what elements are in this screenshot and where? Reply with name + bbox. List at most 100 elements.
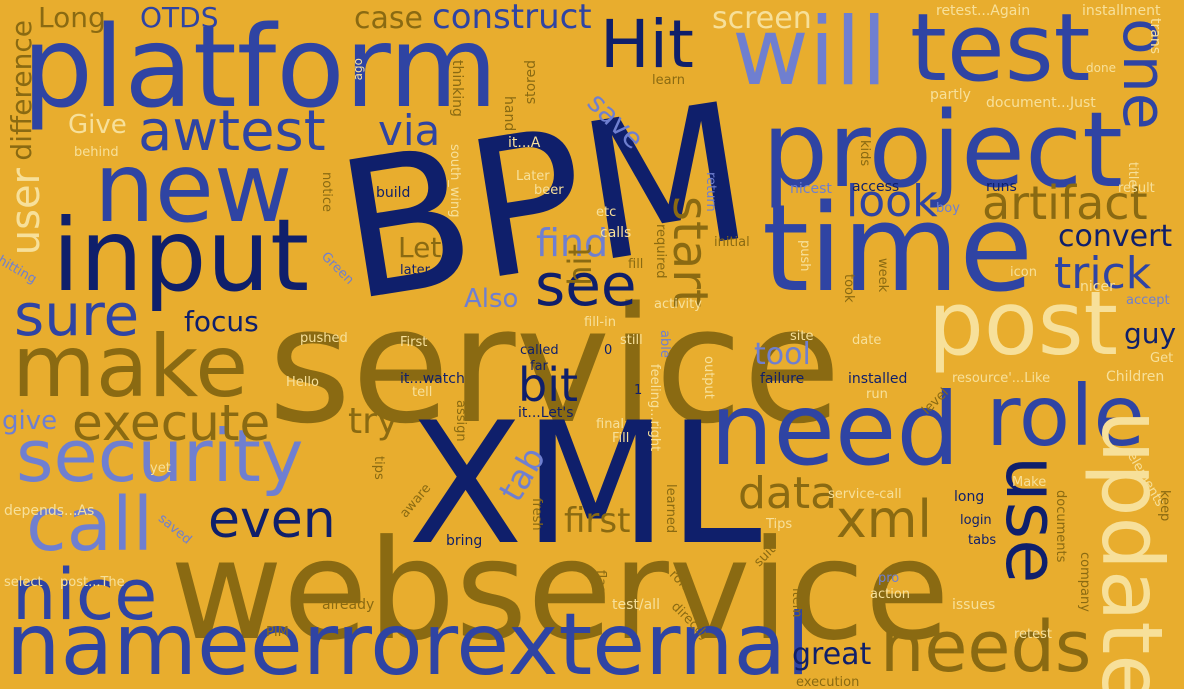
word: execute (72, 394, 271, 452)
word: Hello (286, 375, 319, 390)
word: later (400, 263, 431, 278)
word: post (928, 272, 1119, 375)
word: pro (878, 571, 900, 586)
word: select (4, 575, 43, 590)
word: nicer (1080, 279, 1115, 295)
word: called (520, 343, 559, 358)
word: nice (12, 554, 158, 636)
word: learned (663, 484, 678, 534)
word: depends...As (4, 503, 95, 519)
word: it...watch (400, 371, 465, 387)
word: Let (398, 231, 442, 264)
word: fill (628, 257, 644, 272)
word: took (841, 274, 856, 303)
word: test/all (612, 597, 660, 613)
word: notice (319, 172, 334, 213)
word: Get (1150, 351, 1174, 366)
word: south_wing (447, 144, 462, 218)
word: update (1083, 410, 1181, 689)
word: time (762, 180, 1034, 319)
word: first (564, 501, 631, 541)
word: retest...Again (936, 3, 1031, 19)
word: action (870, 587, 911, 602)
word: service (268, 272, 842, 459)
word: assign (453, 400, 468, 442)
word: Fill (612, 431, 630, 446)
word: Children (1106, 369, 1165, 385)
word: hand (501, 96, 517, 132)
word: documents (1053, 490, 1068, 563)
word: 1 (634, 383, 643, 398)
word: call (26, 482, 154, 568)
word: see (535, 251, 637, 319)
word: via (378, 106, 441, 155)
word: calls (600, 225, 632, 241)
word: project (762, 89, 1123, 211)
word: tool (754, 337, 811, 372)
word: PIM (266, 625, 289, 640)
word: Hit (600, 6, 694, 83)
word: Make (1012, 475, 1047, 490)
word: new (94, 132, 293, 244)
word: give (2, 406, 58, 436)
word: hit (561, 244, 599, 286)
word: issues (952, 597, 996, 613)
word: company (1077, 552, 1092, 612)
word: webservice (170, 510, 950, 671)
word: service-call (828, 487, 902, 502)
word: access (852, 179, 900, 195)
word: guy (1124, 317, 1177, 350)
word: partly (930, 87, 971, 103)
word: thinking (449, 60, 465, 117)
word: output (701, 356, 716, 399)
word: icon (1010, 265, 1037, 280)
word: platform (22, 3, 498, 133)
word: will (732, 0, 888, 107)
word: pushed (300, 331, 348, 346)
word: flags (593, 570, 608, 602)
word: resource'...Like (952, 371, 1051, 386)
word: try (348, 401, 399, 442)
word: bring (446, 533, 483, 549)
word: security (16, 414, 304, 498)
word: convert (1058, 219, 1173, 254)
word: even (208, 490, 336, 550)
word: Give (68, 110, 127, 140)
word: installed (848, 371, 908, 387)
word: boy (936, 201, 960, 216)
word: it...A (508, 135, 541, 151)
word: construct (432, 0, 592, 37)
word: Tips (766, 517, 793, 532)
word: great (792, 637, 872, 672)
word: xml (836, 490, 932, 550)
word: feeling...right (647, 364, 662, 452)
word: input (52, 197, 310, 314)
word: look (846, 176, 938, 227)
word: item (789, 588, 804, 618)
word: still (620, 333, 643, 348)
word: retest (1014, 627, 1053, 642)
word: OTDS (140, 1, 219, 34)
word: difference (5, 20, 38, 161)
word: failure (760, 371, 805, 387)
word: fresh (529, 498, 544, 531)
word: stored (523, 60, 539, 105)
word: Later (516, 169, 550, 184)
word: First (400, 335, 428, 350)
word: role (986, 367, 1146, 465)
word: execution (796, 675, 860, 689)
word: kids (857, 140, 872, 167)
word: document...Just (986, 95, 1096, 111)
word: long (954, 489, 985, 505)
word: nicest (790, 181, 832, 197)
word: title (1125, 162, 1140, 188)
word: build (376, 185, 411, 201)
word: tabs (968, 533, 997, 548)
word: data (738, 468, 838, 519)
word: fill-in (584, 315, 616, 330)
word: find (536, 221, 609, 265)
word: post...The (60, 575, 125, 590)
word: sure (14, 281, 140, 349)
word: site (790, 329, 814, 344)
word: final (596, 417, 625, 432)
